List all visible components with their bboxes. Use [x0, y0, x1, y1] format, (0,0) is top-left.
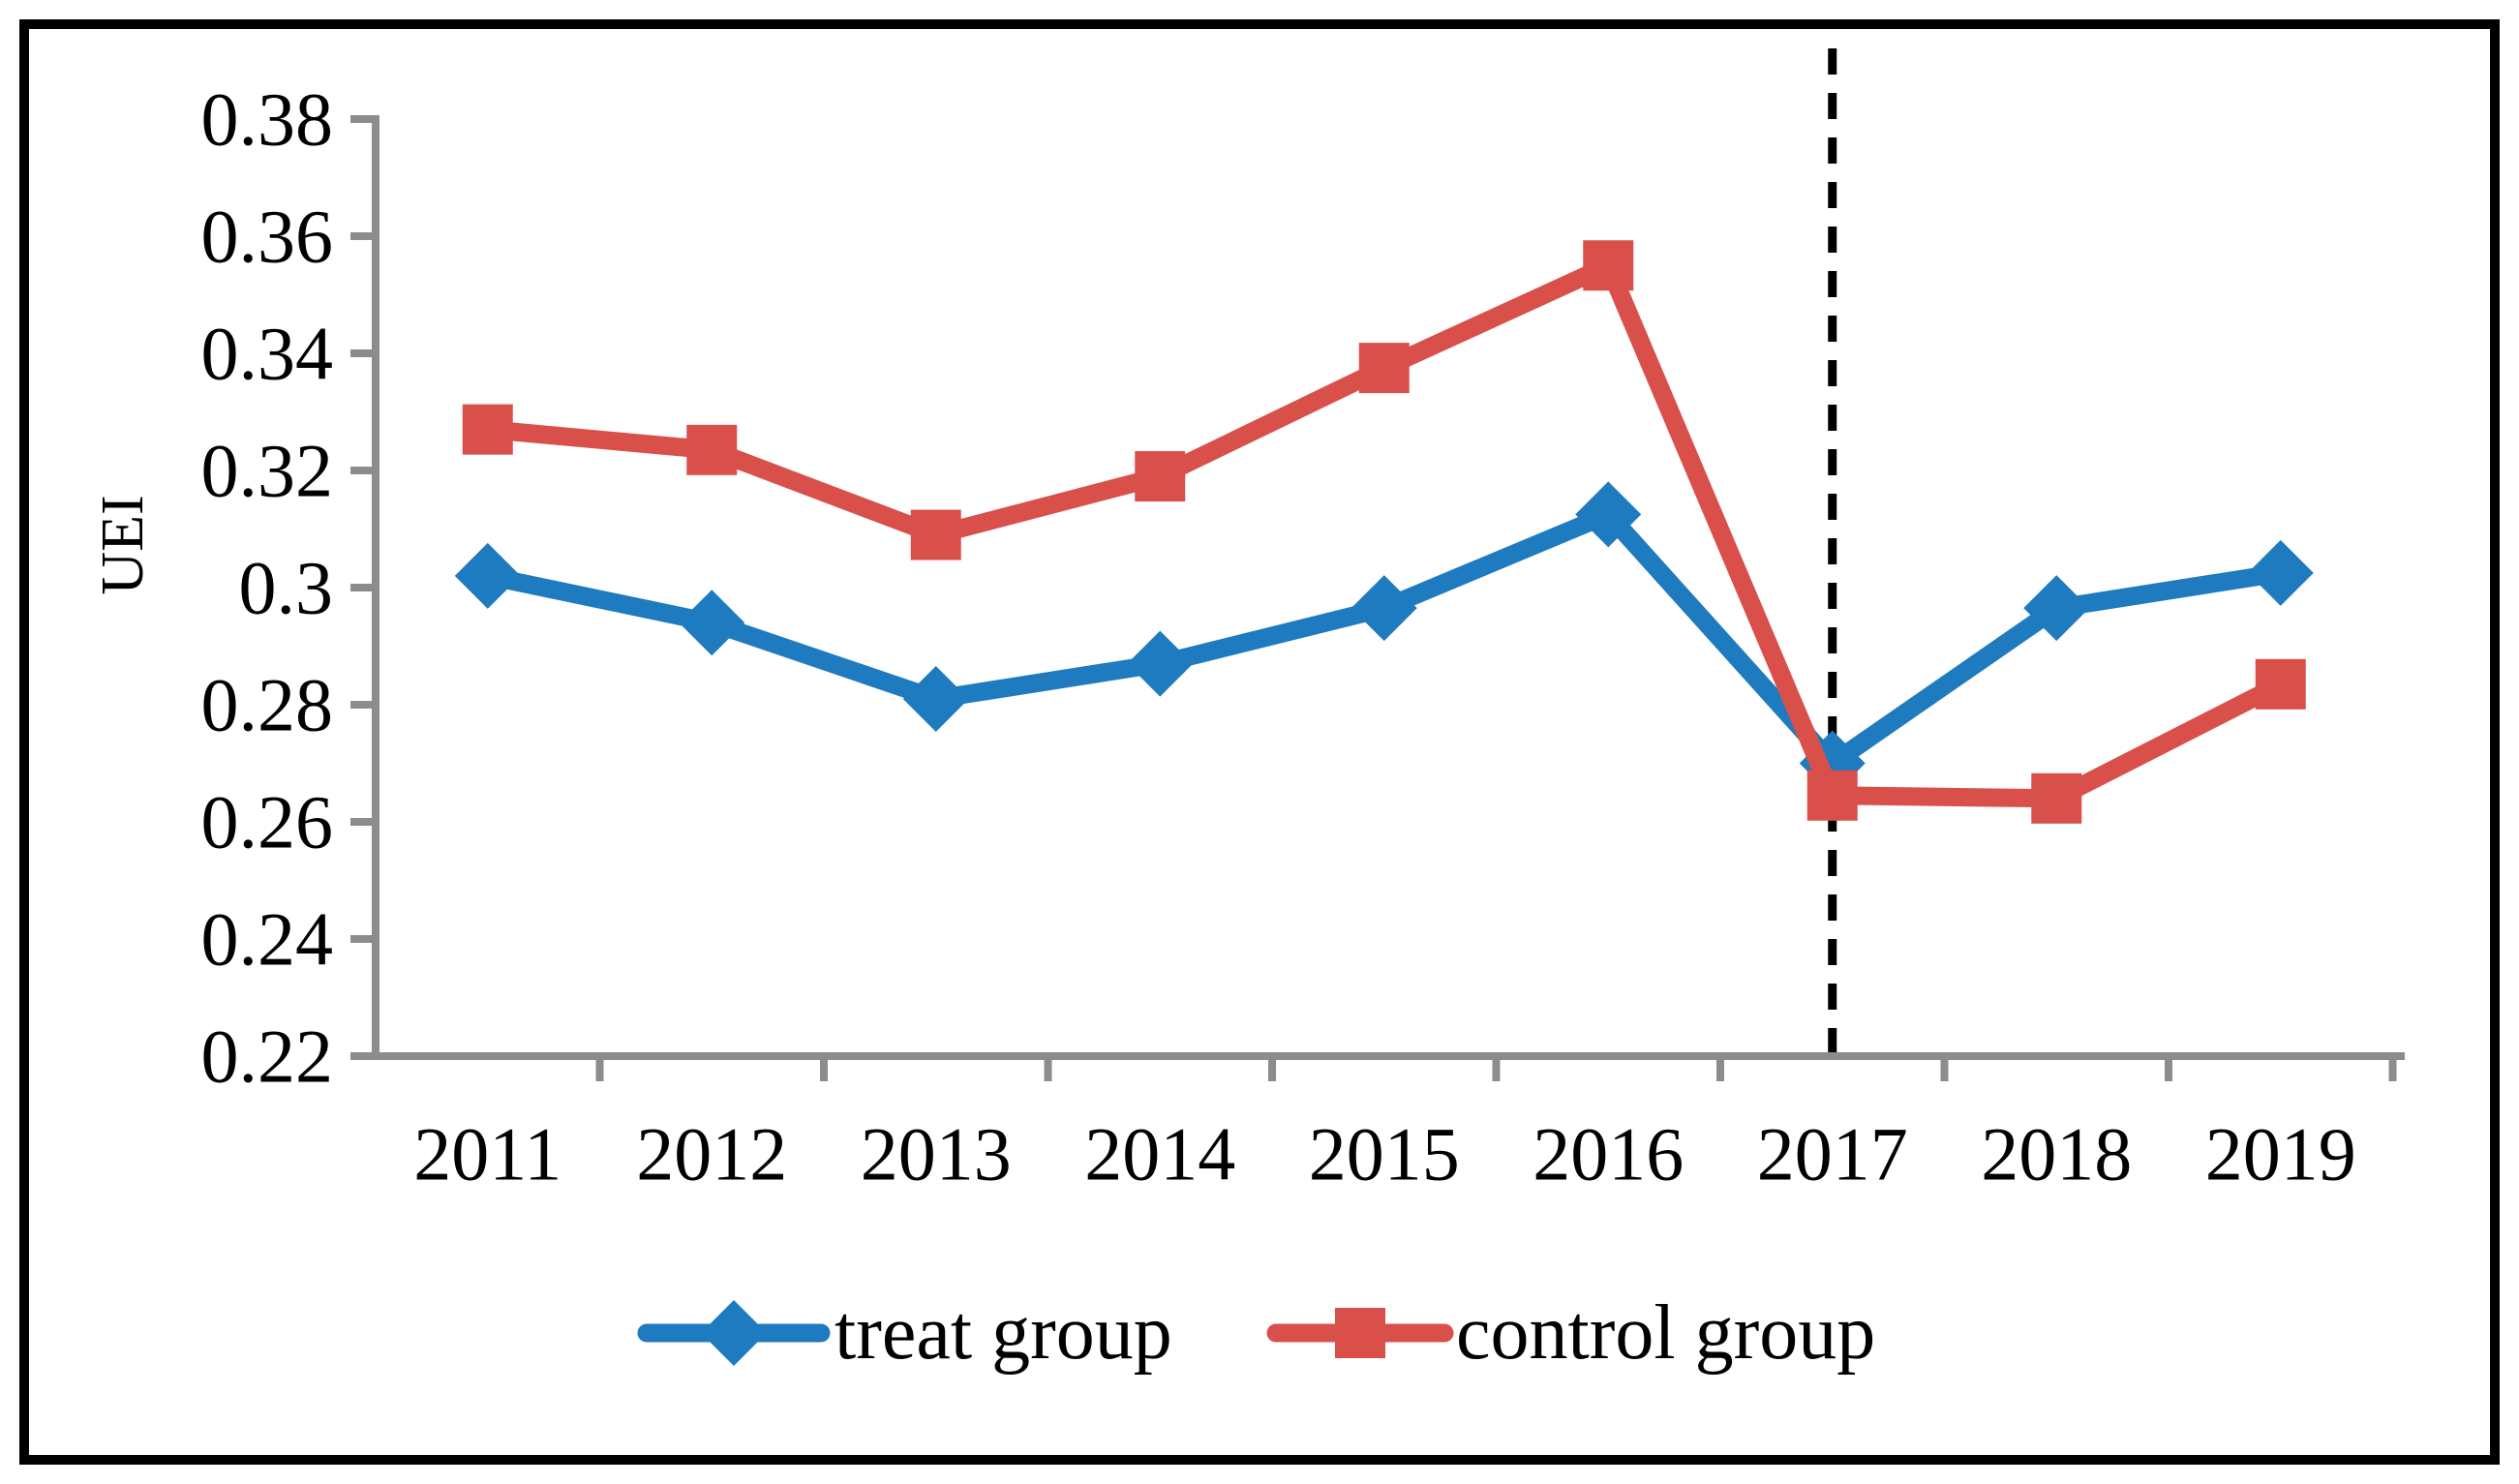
plot-area: 0.38 0.36 0.34 0.32 0.3 0.28 0.26 0.24 0.22 2011 2…	[201, 48, 2405, 1376]
marker-control-group-2016	[1583, 240, 1634, 291]
marker-treat-group-2011	[454, 542, 521, 609]
marker-treat-group-2018	[2023, 575, 2090, 642]
y-tick-label: 0.36	[201, 195, 334, 279]
y-axis-title: UEI	[90, 495, 156, 594]
marker-control-group-2013	[910, 509, 961, 560]
legend-label[interactable]: control group	[1456, 1290, 1875, 1376]
marker-control-group-2011	[462, 404, 513, 455]
y-tick-label: 0.34	[201, 312, 334, 396]
marker-treat-group-2012	[679, 590, 745, 656]
legend-label[interactable]: treat group	[835, 1290, 1172, 1376]
y-tick-label: 0.24	[201, 897, 334, 982]
marker-treat-group-2015	[1351, 575, 1417, 642]
x-tick-label: 2017	[1757, 1112, 1908, 1196]
marker-control-group-2018	[2031, 772, 2082, 824]
legend-marker-diamond	[701, 1300, 767, 1366]
x-tick-label: 2018	[1981, 1112, 2132, 1196]
x-tick-label: 2015	[1309, 1112, 1460, 1196]
marker-control-group-2012	[686, 424, 738, 475]
marker-treat-group-2016	[1575, 481, 1642, 548]
y-tick-label: 0.26	[201, 780, 334, 864]
x-tick-label: 2019	[2205, 1112, 2356, 1196]
x-tick-label: 2014	[1084, 1112, 1235, 1196]
marker-control-group-2015	[1358, 343, 1410, 394]
y-tick-label: 0.22	[201, 1015, 334, 1099]
y-tick-label: 0.32	[201, 429, 334, 513]
marker-control-group-2017	[1806, 770, 1858, 821]
marker-treat-group-2013	[902, 665, 969, 732]
y-tick-label: 0.28	[201, 663, 334, 747]
y-tick-label: 0.3	[239, 546, 334, 630]
figure-border	[19, 19, 2500, 1465]
y-tick-label: 0.38	[201, 77, 334, 162]
legend-marker-square	[1335, 1308, 1385, 1358]
marker-control-group-2014	[1135, 451, 1186, 502]
marker-treat-group-2019	[2247, 539, 2314, 606]
x-tick-label: 2013	[861, 1112, 1012, 1196]
x-tick-label: 2016	[1533, 1112, 1684, 1196]
x-tick-label: 2011	[413, 1112, 561, 1196]
marker-treat-group-2014	[1127, 630, 1194, 697]
marker-control-group-2019	[2255, 658, 2306, 710]
x-tick-label: 2012	[636, 1112, 787, 1196]
